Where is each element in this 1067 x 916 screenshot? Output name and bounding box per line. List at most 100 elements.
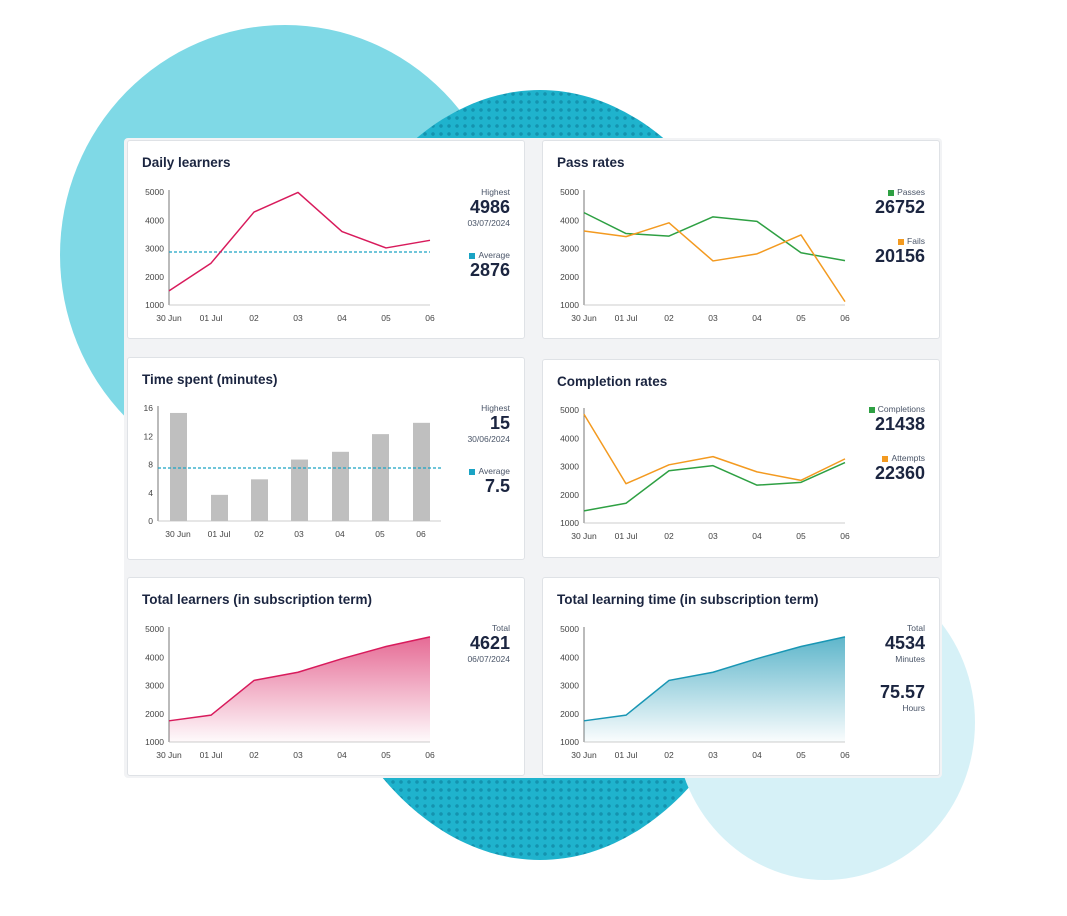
passes-stat: Passes 26752	[815, 187, 925, 218]
x-tick-label: 01 Jul	[200, 313, 223, 323]
x-tick-label: 30 Jun	[571, 531, 597, 541]
completions-label: Completions	[877, 404, 925, 414]
x-tick-label: 01 Jul	[615, 313, 638, 323]
y-tick-label: 2000	[145, 709, 164, 719]
bar	[211, 494, 228, 521]
x-tick-label: 01 Jul	[615, 531, 638, 541]
series-area	[169, 636, 430, 742]
attempts-label: Attempts	[891, 453, 925, 463]
bar	[291, 459, 308, 521]
average-swatch	[469, 468, 476, 475]
total-label: Total	[907, 623, 925, 633]
highest-date: 30/06/2024	[467, 434, 510, 444]
x-tick-label: 01 Jul	[208, 529, 231, 539]
bar	[372, 434, 389, 521]
y-tick-label: 2000	[560, 490, 579, 500]
x-tick-label: 30 Jun	[571, 313, 597, 323]
bar	[413, 422, 430, 521]
highest-date: 03/07/2024	[467, 218, 510, 228]
total-date: 06/07/2024	[467, 654, 510, 664]
x-tick-label: 05	[796, 531, 806, 541]
average-label: Average	[478, 466, 510, 476]
minutes-stat: Total 4534 Minutes	[815, 623, 925, 664]
x-tick-label: 03	[294, 529, 304, 539]
y-tick-label: 0	[148, 516, 153, 526]
average-swatch	[469, 252, 476, 259]
x-tick-label: 04	[752, 313, 762, 323]
series-line	[583, 211, 846, 262]
x-tick-label: 30 Jun	[165, 529, 191, 539]
x-tick-label: 06	[425, 313, 435, 323]
bar	[170, 412, 187, 521]
series-line	[583, 222, 846, 303]
y-tick-label: 2000	[560, 272, 579, 282]
x-tick-label: 05	[796, 750, 806, 760]
average-stat: Average 7.5	[400, 466, 510, 497]
y-tick-label: 5000	[560, 624, 579, 634]
x-tick-label: 05	[796, 313, 806, 323]
completion-rates-card: Completion rates 1000 2000 3000 4000 5000 30 …	[542, 359, 940, 558]
y-tick-label: 3000	[560, 462, 579, 472]
pass-rates-card: Pass rates 1000 2000 3000 4000 5000 30 Jun 01 …	[542, 140, 940, 339]
daily-learners-chart: 1000 2000 3000 4000 5000 30 Jun 01 Jul 02 03 04 05…	[145, 187, 435, 323]
y-tick-label: 4000	[145, 652, 164, 662]
hours-label: Hours	[902, 703, 925, 713]
completion-rates-chart: 1000 2000 3000 4000 5000 30 Jun 01 Jul 02 03 04 05…	[560, 405, 850, 541]
x-tick-label: 04	[337, 313, 347, 323]
y-tick-label: 3000	[145, 681, 164, 691]
y-tick-label: 8	[148, 460, 153, 470]
y-tick-label: 4000	[560, 215, 579, 225]
series-area	[584, 636, 845, 742]
x-tick-label: 02	[249, 313, 259, 323]
y-tick-label: 4	[148, 488, 153, 498]
card-title: Daily learners	[142, 155, 231, 170]
fails-swatch	[898, 238, 905, 245]
fails-value: 20156	[874, 246, 925, 266]
x-tick-label: 30 Jun	[156, 313, 182, 323]
x-tick-label: 05	[381, 750, 391, 760]
average-value: 2876	[469, 260, 510, 280]
x-tick-label: 01 Jul	[615, 750, 638, 760]
x-tick-label: 30 Jun	[571, 750, 597, 760]
series-line	[168, 636, 431, 722]
passes-label: Passes	[897, 187, 925, 197]
series-line	[168, 191, 431, 292]
attempts-value: 22360	[874, 463, 925, 483]
series-line	[583, 636, 846, 722]
y-tick-label: 4000	[560, 652, 579, 662]
highest-stat: Highest 15 30/06/2024	[400, 403, 510, 444]
y-tick-label: 2000	[145, 272, 164, 282]
x-tick-label: 06	[840, 531, 850, 541]
y-tick-label: 1000	[145, 737, 164, 747]
x-tick-label: 05	[381, 313, 391, 323]
daily-learners-card: Daily learners 1000 2000 3000 4000 5000 30 Ju…	[127, 140, 525, 339]
highest-stat: Highest 4986 03/07/2024	[400, 187, 510, 228]
minutes-value: 4534	[884, 633, 925, 653]
x-tick-label: 03	[708, 313, 718, 323]
card-title: Completion rates	[557, 374, 668, 389]
time-spent-card: Time spent (minutes) 0 4 8 12 16 30 Jun 01 Jul…	[127, 357, 525, 560]
x-tick-label: 02	[254, 529, 264, 539]
x-tick-label: 04	[752, 531, 762, 541]
total-value: 4621	[469, 633, 510, 653]
total-stat: Total 4621 06/07/2024	[400, 623, 510, 664]
y-tick-label: 3000	[145, 244, 164, 254]
fails-stat: Fails 20156	[815, 236, 925, 267]
y-tick-label: 1000	[560, 300, 579, 310]
highest-label: Highest	[481, 403, 510, 413]
y-tick-label: 3000	[560, 244, 579, 254]
highest-value: 15	[489, 413, 510, 433]
bar	[251, 479, 268, 521]
y-tick-label: 1000	[145, 300, 164, 310]
total-learning-time-card: Total learning time (in subscription ter…	[542, 577, 940, 776]
x-tick-label: 06	[425, 750, 435, 760]
x-tick-label: 02	[664, 750, 674, 760]
card-title: Pass rates	[557, 155, 625, 170]
hours-value: 75.57	[879, 682, 925, 702]
x-tick-label: 02	[664, 531, 674, 541]
card-title: Total learning time (in subscription ter…	[557, 592, 819, 607]
x-tick-label: 03	[293, 313, 303, 323]
y-tick-label: 4000	[145, 215, 164, 225]
y-tick-label: 5000	[560, 187, 579, 197]
fails-label: Fails	[907, 236, 925, 246]
